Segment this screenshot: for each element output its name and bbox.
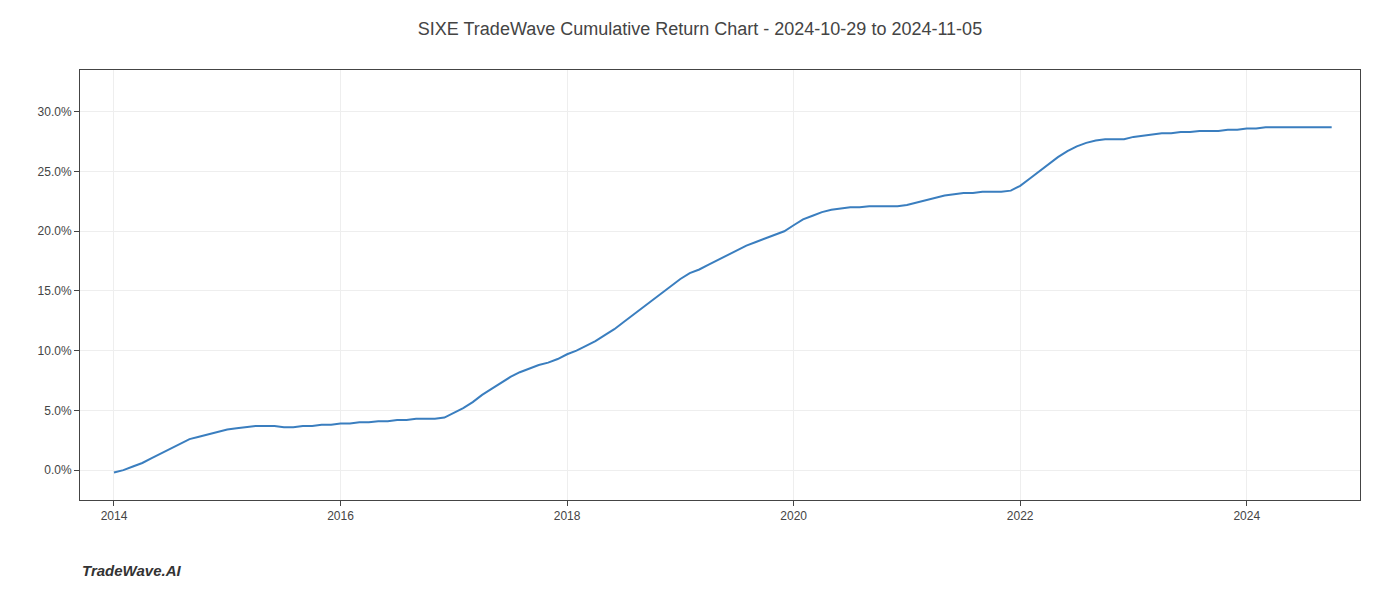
svg-text:2018: 2018 (554, 509, 581, 523)
svg-text:15.0%: 15.0% (38, 284, 72, 298)
svg-text:5.0%: 5.0% (44, 404, 72, 418)
svg-text:2024: 2024 (1233, 509, 1260, 523)
svg-text:2022: 2022 (1007, 509, 1034, 523)
svg-text:TradeWave.AI: TradeWave.AI (82, 562, 181, 579)
svg-text:30.0%: 30.0% (38, 105, 72, 119)
svg-text:2020: 2020 (780, 509, 807, 523)
svg-text:25.0%: 25.0% (38, 165, 72, 179)
svg-text:10.0%: 10.0% (38, 344, 72, 358)
svg-text:SIXE TradeWave Cumulative Retu: SIXE TradeWave Cumulative Return Chart -… (418, 19, 982, 39)
svg-text:2016: 2016 (327, 509, 354, 523)
svg-text:20.0%: 20.0% (38, 224, 72, 238)
svg-text:2014: 2014 (101, 509, 128, 523)
svg-text:0.0%: 0.0% (44, 463, 72, 477)
